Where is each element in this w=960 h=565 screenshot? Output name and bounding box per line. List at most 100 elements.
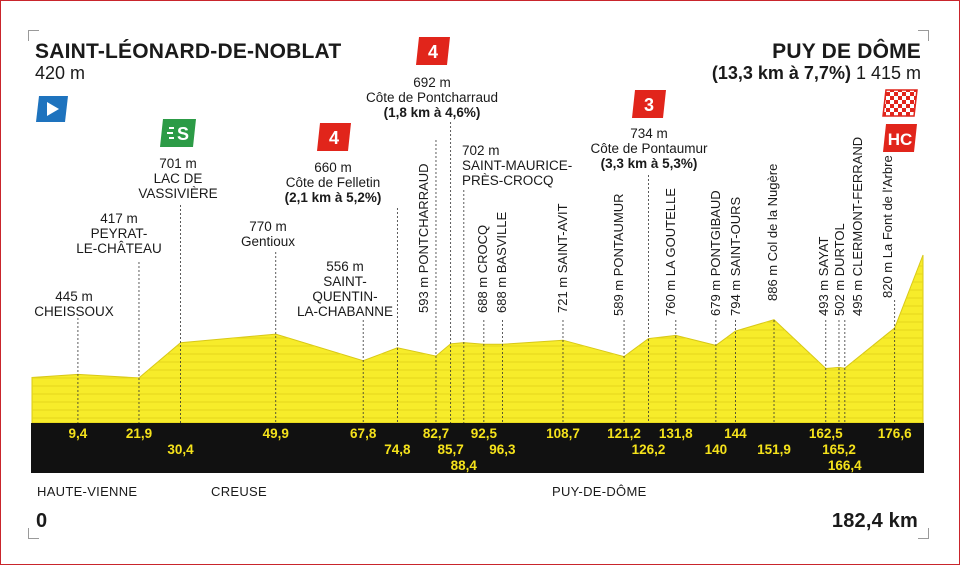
finish-altitude: 1 415 m — [855, 63, 921, 83]
region-haute-vienne: HAUTE-VIENNE — [37, 484, 138, 499]
climb-label-felletin: 660 m Côte de Felletin (2,1 km à 5,2%) — [285, 160, 382, 205]
km-marker: 151,9 — [757, 442, 791, 457]
place-altitude: 445 m — [55, 289, 93, 304]
cat4-climb-badge-icon: 4 — [317, 123, 351, 151]
place-sayat: 493 m SAYAT — [816, 236, 831, 316]
place-altitude: 702 m — [462, 143, 500, 158]
corner-mark — [28, 30, 39, 41]
km-marker: 67,8 — [350, 426, 377, 441]
km-marker: 131,8 — [658, 426, 693, 441]
sprint-badge-icon: S — [160, 119, 196, 147]
place-name: PEYRAT- — [90, 226, 148, 241]
guide-lines — [77, 122, 896, 423]
cat3-climb-badge-icon: 3 — [632, 90, 666, 118]
place-altitude: 770 m — [249, 219, 287, 234]
place-pontaumur: 589 m PONTAUMUR — [611, 193, 626, 316]
km-marker: 9,4 — [68, 426, 88, 441]
climb-stats: (2,1 km à 5,2%) — [284, 190, 382, 205]
km-marker: 166,4 — [827, 458, 862, 473]
place-basville: 688 m BASVILLE — [494, 211, 509, 313]
climb-altitude: 692 m — [413, 75, 451, 90]
place-crocq: 688 m CROCQ — [475, 224, 490, 313]
place-cheissoux: 445 m CHEISSOUX — [34, 289, 114, 319]
km-marker: 176,6 — [877, 426, 912, 441]
place-col-de-la-nugere: 886 m Col de la Nugère — [765, 163, 780, 301]
place-saint-quentin-la-chabanne: 556 m SAINT- QUENTIN- LA-CHABANNE — [297, 259, 393, 319]
climb-name: Côte de Felletin — [285, 175, 381, 190]
corner-mark — [28, 528, 39, 539]
km-marker: 108,7 — [546, 426, 580, 441]
distance-start: 0 — [36, 510, 48, 532]
climb-stats: (1,8 km à 4,6%) — [383, 105, 481, 120]
place-name: CHEISSOUX — [34, 304, 114, 319]
sprint-badge-label: S — [177, 124, 189, 144]
corner-mark — [918, 528, 929, 539]
pontaumur-badge-label: 3 — [644, 95, 654, 115]
place-name: VASSIVIÈRE — [138, 186, 218, 201]
place-gentioux: 770 m Gentioux — [241, 219, 295, 249]
place-name: LA-CHABANNE — [296, 304, 394, 319]
km-marker: 88,4 — [450, 458, 477, 473]
place-durtol: 502 m DURTOL — [832, 223, 847, 316]
pontcharraud-badge-label: 4 — [428, 42, 438, 62]
place-clermont-ferrand: 495 m CLERMONT-FERRAND — [850, 136, 865, 316]
climb-altitude: 660 m — [314, 160, 352, 175]
finish-climb-stats: (13,3 km à 7,7%) — [711, 63, 851, 83]
place-la-font-de-l-arbre: 820 m La Font de l'Arbre — [880, 155, 895, 298]
climb-label-pontcharraud: 692 m Côte de Pontcharraud (1,8 km à 4,6… — [366, 75, 498, 120]
region-puy-de-dome: PUY-DE-DÔME — [552, 484, 647, 499]
place-altitude: 417 m — [100, 211, 138, 226]
km-marker: 126,2 — [631, 442, 666, 457]
place-name: LAC DE — [153, 171, 203, 186]
place-name: SAINT-MAURICE- — [462, 158, 573, 173]
place-lac-de-vassiviere: 701 m LAC DE VASSIVIÈRE — [138, 156, 217, 201]
km-marker: 92,5 — [470, 426, 498, 441]
km-marker: 144 — [724, 426, 747, 441]
hc-badge-label: HC — [888, 130, 913, 149]
km-marker: 140 — [704, 442, 728, 457]
km-marker: 162,5 — [808, 426, 843, 441]
place-name: QUENTIN- — [312, 289, 378, 304]
place-pontcharraud: 593 m PONTCHARRAUD — [416, 163, 431, 313]
km-band — [31, 423, 924, 473]
km-marker: 49,9 — [262, 426, 289, 441]
climb-label-pontaumur: 734 m Côte de Pontaumur (3,3 km à 5,3%) — [590, 126, 707, 171]
corner-mark — [918, 30, 929, 41]
climb-name: Côte de Pontaumur — [590, 141, 708, 156]
place-pontgibaud: 679 m PONTGIBAUD — [708, 190, 723, 316]
km-marker: 21,9 — [125, 426, 153, 441]
start-name: SAINT-LÉONARD-DE-NOBLAT — [35, 40, 342, 63]
km-marker: 30,4 — [167, 442, 194, 457]
place-saint-ours: 794 m SAINT-OURS — [728, 196, 743, 316]
distance-total: 182,4 km — [831, 510, 918, 532]
felletin-badge-label: 4 — [329, 128, 339, 148]
cat4-climb-badge-icon: 4 — [416, 37, 450, 65]
climb-altitude: 734 m — [630, 126, 668, 141]
km-marker: 165,2 — [822, 442, 856, 457]
place-name: LE-CHÂTEAU — [76, 241, 162, 256]
km-marker: 82,7 — [422, 426, 450, 441]
climb-name: Côte de Pontcharraud — [365, 90, 499, 105]
finish-flag-icon — [882, 89, 918, 117]
km-marker: 74,8 — [384, 442, 411, 457]
place-name: Gentioux — [240, 234, 296, 249]
hc-climb-badge-icon: HC — [883, 124, 917, 152]
finish-line: (13,3 km à 7,7%) 1 415 m — [712, 63, 921, 83]
climb-stats: (3,3 km à 5,3%) — [600, 156, 698, 171]
place-name: SAINT- — [323, 274, 367, 289]
km-marker: 121,2 — [607, 426, 641, 441]
place-name: PRÈS-CROCQ — [462, 173, 554, 188]
km-marker: 85,7 — [437, 442, 464, 457]
place-altitude: 556 m — [326, 259, 364, 274]
place-altitude: 701 m — [159, 156, 197, 171]
place-saint-maurice-pres-crocq: 702 m SAINT-MAURICE- PRÈS-CROCQ — [462, 143, 572, 188]
place-la-goutelle: 760 m LA GOUTELLE — [663, 188, 678, 316]
place-peyrat-le-chateau: 417 m PEYRAT- LE-CHÂTEAU — [76, 211, 162, 256]
start-altitude: 420 m — [35, 63, 86, 83]
finish-name: PUY DE DÔME — [772, 40, 921, 63]
start-flag-icon — [36, 96, 68, 122]
region-creuse: CREUSE — [211, 484, 267, 499]
place-saint-avit: 721 m SAINT-AVIT — [555, 203, 570, 313]
km-marker: 96,3 — [489, 442, 516, 457]
